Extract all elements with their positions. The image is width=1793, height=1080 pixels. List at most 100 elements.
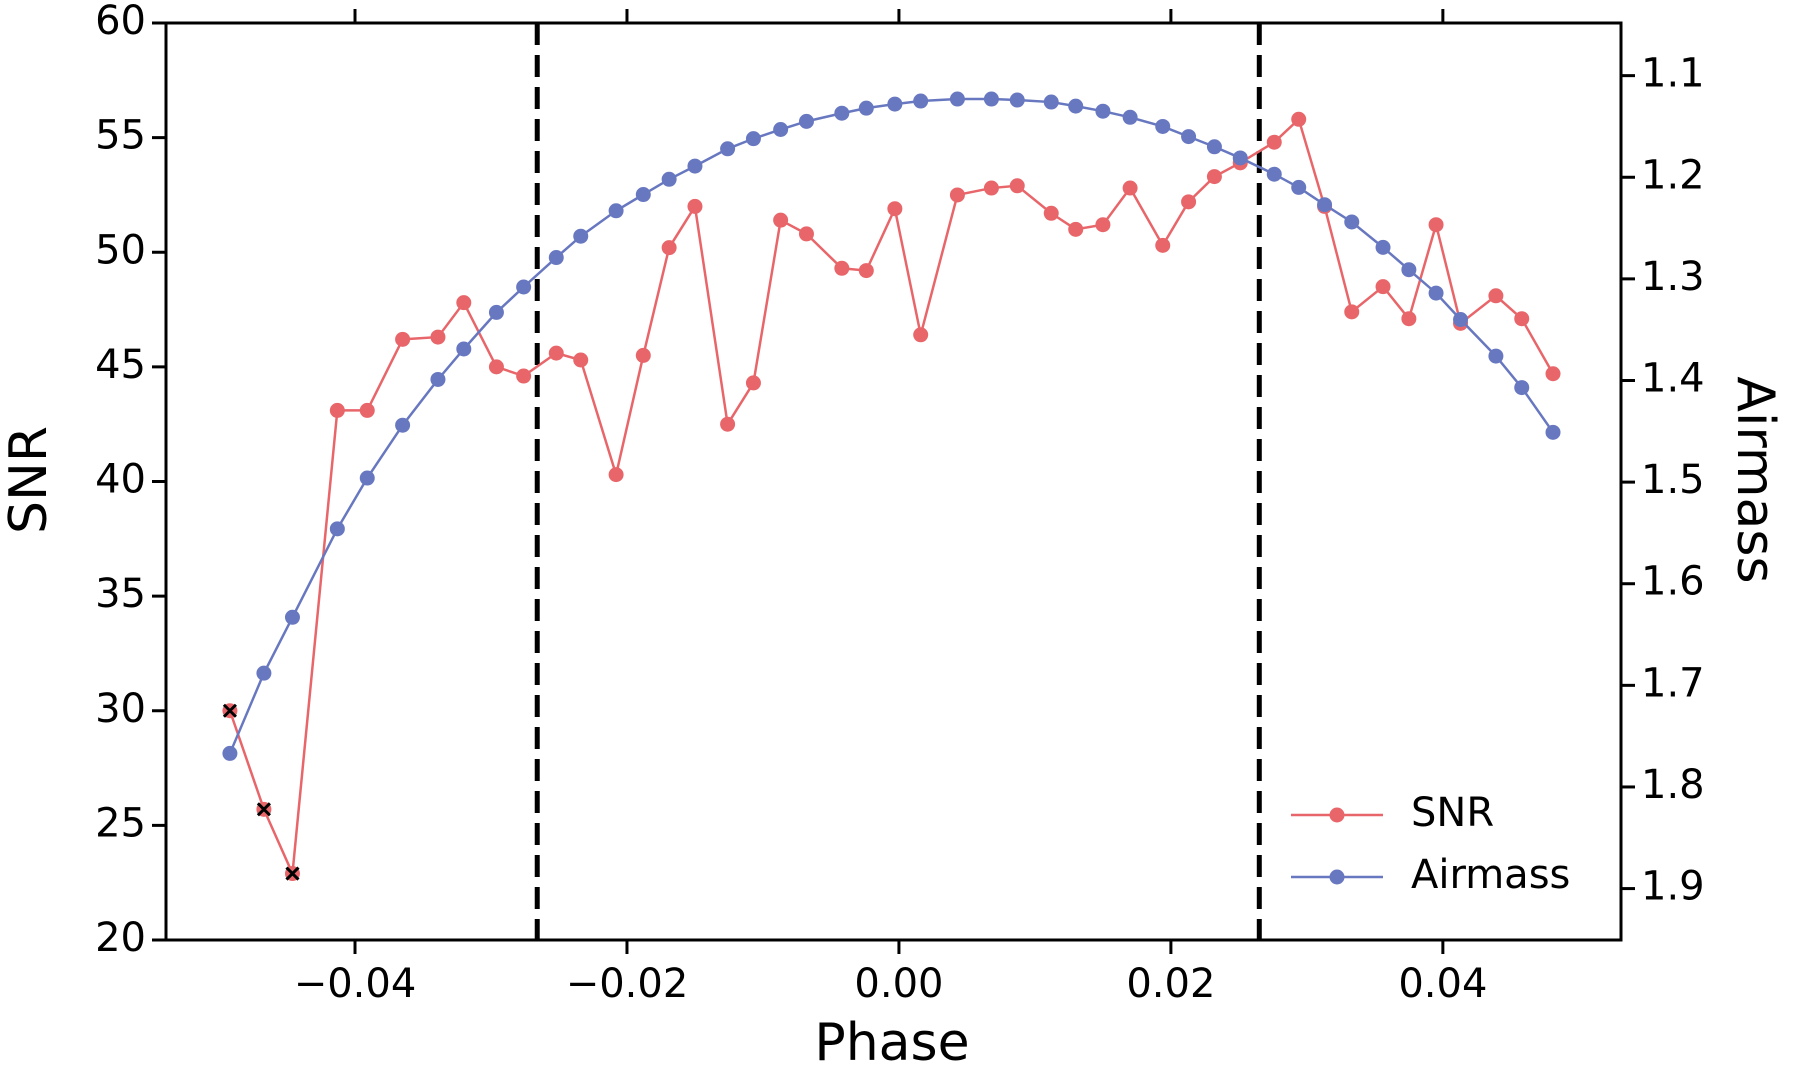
y2-tick-label: 1.9 [1641, 864, 1705, 910]
data-point [573, 228, 589, 244]
data-point [359, 402, 375, 418]
data-point [1043, 94, 1059, 110]
data-point [1375, 239, 1391, 255]
data-point [1266, 134, 1282, 150]
data-point [687, 158, 703, 174]
data-point [1181, 129, 1197, 145]
y2-tick-label: 1.7 [1641, 660, 1705, 706]
data-point [798, 113, 814, 129]
data-point [1155, 237, 1171, 253]
data-point [430, 371, 446, 387]
y-tick-label: 20 [95, 915, 146, 961]
data-point [456, 341, 472, 357]
data-point [395, 331, 411, 347]
data-point [516, 368, 532, 384]
data-point [720, 416, 736, 432]
data-point [1375, 279, 1391, 295]
x-tick-label: 0.04 [1398, 961, 1487, 1007]
data-point [329, 402, 345, 418]
data-point [1401, 311, 1417, 327]
data-point [635, 347, 651, 363]
data-point [983, 180, 999, 196]
data-point [516, 279, 532, 295]
y-tick-label: 45 [95, 342, 146, 388]
data-point [1344, 304, 1360, 320]
data-point [1095, 103, 1111, 119]
legend-marker [1329, 869, 1345, 885]
data-point [1428, 285, 1444, 301]
y2-tick-label: 1.1 [1641, 51, 1705, 97]
data-point [359, 470, 375, 486]
data-point [284, 609, 300, 625]
data-point [548, 345, 564, 361]
plot-frame [164, 21, 1623, 942]
flagged-marker [256, 802, 271, 817]
data-point [661, 171, 677, 187]
data-point [1514, 311, 1530, 327]
data-point [329, 521, 345, 537]
data-point [745, 131, 761, 147]
data-point [608, 467, 624, 483]
data-point [834, 260, 850, 276]
data-point [858, 100, 874, 116]
data-point [573, 352, 589, 368]
data-point [1122, 109, 1138, 125]
data-point [1206, 169, 1222, 185]
data-point [661, 240, 677, 256]
y2-axis-label: Airmass [1725, 376, 1785, 583]
y2-tick-label: 1.5 [1641, 457, 1705, 503]
data-point [1545, 366, 1561, 382]
data-point [222, 745, 238, 761]
data-point [1488, 288, 1504, 304]
data-point [1068, 221, 1084, 237]
data-point [430, 329, 446, 345]
x-tick-label: −0.04 [294, 961, 417, 1007]
flagged-marker [285, 866, 300, 881]
y2-tick-label: 1.4 [1641, 355, 1705, 401]
data-point [1181, 194, 1197, 210]
data-point [773, 212, 789, 228]
data-point [608, 203, 624, 219]
data-point [983, 91, 999, 107]
data-point [949, 187, 965, 203]
y2-tick-label: 1.2 [1641, 152, 1705, 198]
data-point [488, 304, 504, 320]
data-point [887, 201, 903, 217]
data-point [887, 96, 903, 112]
data-point [1514, 380, 1530, 396]
y-axis-label: SNR [0, 426, 59, 534]
flagged-marker [222, 703, 237, 718]
data-point [745, 375, 761, 391]
data-point [395, 417, 411, 433]
data-point [1206, 139, 1222, 155]
data-point [1095, 217, 1111, 233]
data-point [687, 198, 703, 214]
legend-marker [1329, 807, 1345, 823]
x-tick-label: 0.02 [1126, 961, 1215, 1007]
data-point [1291, 179, 1307, 195]
data-point [635, 187, 651, 203]
data-point [1043, 205, 1059, 221]
data-point [913, 327, 929, 343]
x-tick-label: 0.00 [854, 961, 943, 1007]
y2-tick-label: 1.3 [1641, 254, 1705, 300]
data-point [1122, 180, 1138, 196]
data-point [773, 121, 789, 137]
y2-tick-label: 1.8 [1641, 762, 1705, 808]
legend-label: SNR [1411, 790, 1494, 836]
legend-label: Airmass [1411, 852, 1570, 898]
data-point [1317, 197, 1333, 213]
data-point [256, 665, 272, 681]
x-axis-label: Phase [814, 1013, 969, 1073]
data-point [1068, 98, 1084, 114]
data-point [858, 263, 874, 279]
y2-tick-label: 1.6 [1641, 559, 1705, 605]
y-tick-label: 30 [95, 686, 146, 732]
data-point [834, 105, 850, 121]
y-tick-label: 60 [95, 0, 146, 44]
data-point [1344, 214, 1360, 230]
data-point [488, 359, 504, 375]
data-point [720, 141, 736, 157]
y-tick-label: 35 [95, 571, 146, 617]
